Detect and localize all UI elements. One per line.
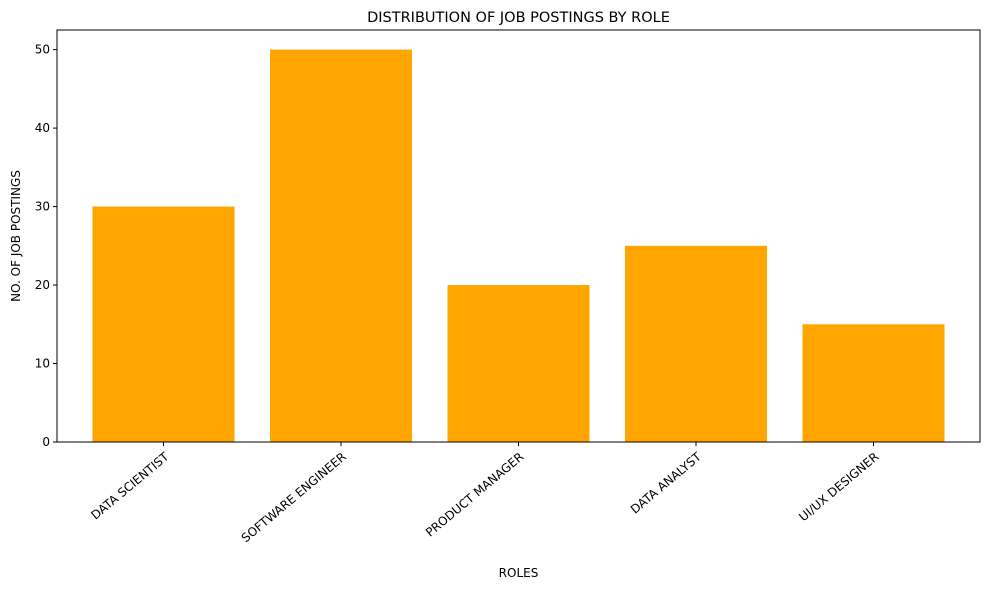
bars-group bbox=[92, 49, 945, 442]
y-tick-label: 50 bbox=[35, 43, 50, 57]
bar-data-analyst bbox=[625, 245, 767, 442]
bar-software-engineer bbox=[270, 49, 412, 442]
y-tick-label: 0 bbox=[42, 435, 50, 449]
bar-data-scientist bbox=[92, 206, 235, 442]
y-tick-label: 30 bbox=[35, 200, 50, 214]
x-tick-label: UI/UX DESIGNER bbox=[796, 450, 881, 525]
x-tick-label: PRODUCT MANAGER bbox=[423, 450, 526, 540]
bar-ui-ux-designer bbox=[802, 324, 945, 442]
x-tick-label: DATA SCIENTIST bbox=[88, 449, 172, 522]
y-tick-label: 40 bbox=[35, 121, 50, 135]
x-axis-label: ROLES bbox=[499, 566, 539, 580]
plot-frame bbox=[56, 29, 981, 443]
chart-title: DISTRIBUTION OF JOB POSTINGS BY ROLE bbox=[367, 10, 670, 26]
y-tick-label: 20 bbox=[35, 278, 50, 292]
y-axis-label: NO. OF JOB POSTINGS bbox=[9, 170, 23, 302]
y-tick-label: 10 bbox=[35, 357, 50, 371]
x-tick-label: DATA ANALYST bbox=[628, 449, 705, 516]
bar-product-manager bbox=[447, 285, 590, 442]
y-axis: 0 10 20 30 40 50 bbox=[35, 43, 57, 449]
x-tick-label: SOFTWARE ENGINEER bbox=[239, 450, 349, 546]
x-axis: DATA SCIENTIST SOFTWARE ENGINEER PRODUCT M… bbox=[88, 442, 881, 545]
